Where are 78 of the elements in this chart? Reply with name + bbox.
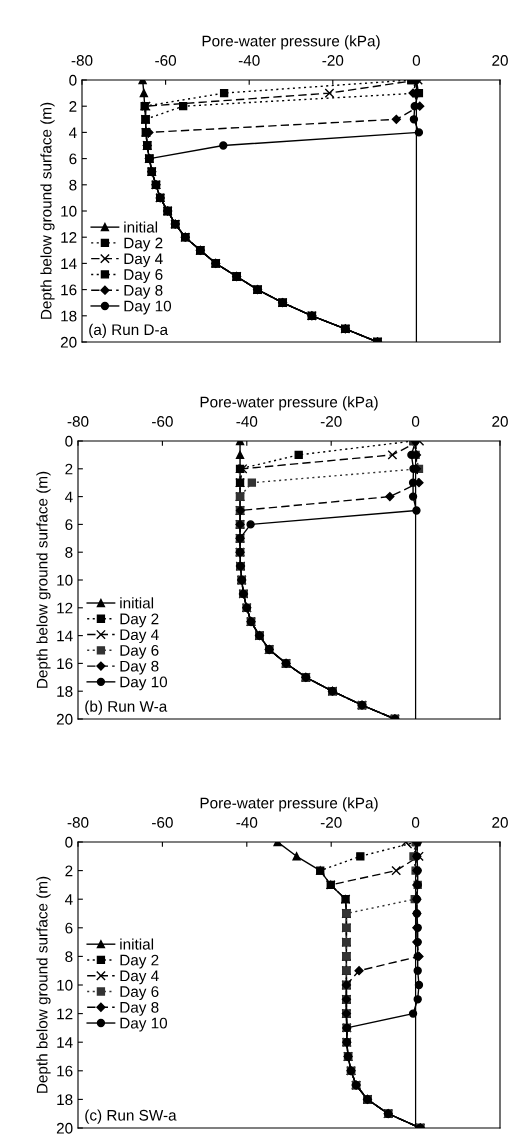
x-tick-label: -40 xyxy=(238,55,260,66)
y-tick-label: 20 xyxy=(56,1122,73,1134)
y-axis-title: Depth below ground surface (m) xyxy=(40,102,55,319)
y-tick-label: 2 xyxy=(65,865,73,877)
x-tick-label: 0 xyxy=(411,817,420,828)
y-tick-label: 6 xyxy=(65,519,73,531)
legend-label: Day 4 xyxy=(120,970,159,985)
y-tick-label: 2 xyxy=(69,101,77,112)
legend-label: Day 6 xyxy=(120,986,159,1001)
legend-label: initial xyxy=(120,597,154,609)
legend-label: Day 10 xyxy=(120,676,168,691)
y-axis-title: Depth below ground surface (m) xyxy=(36,876,51,1093)
x-tick-label: -80 xyxy=(67,416,89,427)
legend-label: Day 10 xyxy=(120,1017,168,1032)
y-tick-label: 12 xyxy=(61,232,77,243)
y-tick-label: 0 xyxy=(69,74,77,86)
y-tick-label: 10 xyxy=(57,574,73,586)
annotation: (b) Run W-a xyxy=(85,700,168,715)
y-tick-label: 4 xyxy=(64,894,73,905)
x-tick-label: -40 xyxy=(236,416,258,427)
legend-label: Day 8 xyxy=(124,284,163,299)
x-tick-label: 20 xyxy=(492,55,508,66)
y-tick-label: 0 xyxy=(65,435,73,447)
y-tick-label: 18 xyxy=(61,310,77,322)
y-tick-label: 8 xyxy=(65,951,73,963)
x-tick-label: -40 xyxy=(236,817,258,828)
y-tick-label: 12 xyxy=(57,602,73,614)
y-tick-label: 8 xyxy=(69,179,77,191)
legend-label: Day 2 xyxy=(124,237,163,252)
x-tick-label: -20 xyxy=(322,55,344,66)
x-tick-label: -60 xyxy=(155,55,177,66)
annotation: (c) Run SW-a xyxy=(85,1109,177,1124)
x-tick-label: -60 xyxy=(152,416,173,427)
x-tick-label: -80 xyxy=(71,55,93,66)
legend-label: initial xyxy=(124,221,158,233)
legend-label: Day 2 xyxy=(120,613,159,628)
x-axis-title: Pore-water pressure (kPa) xyxy=(200,396,378,411)
y-tick-label: 6 xyxy=(65,922,73,934)
y-tick-label: 14 xyxy=(61,258,77,269)
y-tick-label: 4 xyxy=(64,491,73,503)
y-tick-label: 8 xyxy=(65,547,73,558)
x-tick-label: 20 xyxy=(492,817,508,828)
x-tick-label: 0 xyxy=(412,55,421,66)
y-tick-label: 16 xyxy=(61,284,77,296)
y-tick-label: 10 xyxy=(61,205,77,217)
legend-label: Day 2 xyxy=(120,954,159,969)
y-tick-label: 2 xyxy=(65,463,73,475)
annotation: (a) Run D-a xyxy=(89,323,169,339)
x-tick-label: -20 xyxy=(320,817,342,828)
y-tick-label: 4 xyxy=(68,127,77,138)
legend-label: Day 4 xyxy=(124,253,163,268)
y-axis-title: Depth below ground surface (m) xyxy=(36,471,51,688)
y-tick-label: 10 xyxy=(57,979,73,991)
y-tick-label: 0 xyxy=(65,836,73,848)
y-tick-label: 20 xyxy=(56,713,73,725)
legend-label: initial xyxy=(120,938,154,950)
legend-label: Day 8 xyxy=(120,660,159,675)
legend-label: Day 10 xyxy=(124,300,172,315)
y-tick-label: 18 xyxy=(57,1094,73,1106)
x-tick-label: -20 xyxy=(320,416,342,427)
x-axis-title: Pore-water pressure (kPa) xyxy=(202,35,380,50)
y-tick-label: 18 xyxy=(57,686,73,697)
legend-label: Day 6 xyxy=(120,645,159,659)
y-tick-label: 14 xyxy=(57,630,73,642)
y-tick-label: 14 xyxy=(57,1037,73,1048)
y-tick-label: 6 xyxy=(69,153,77,165)
y-tick-label: 20 xyxy=(60,336,77,348)
x-tick-label: 0 xyxy=(411,416,420,427)
x-tick-label: 20 xyxy=(492,416,508,427)
y-tick-label: 16 xyxy=(57,1065,73,1077)
x-tick-label: -60 xyxy=(152,817,173,828)
legend-label: Day 8 xyxy=(120,1001,159,1016)
legend-label: Day 6 xyxy=(124,269,163,283)
y-tick-label: 12 xyxy=(57,1008,73,1020)
legend-label: Day 4 xyxy=(120,629,159,644)
x-tick-label: -80 xyxy=(67,817,89,828)
y-tick-label: 16 xyxy=(57,658,73,670)
x-axis-title: Pore-water pressure (kPa) xyxy=(200,797,378,812)
